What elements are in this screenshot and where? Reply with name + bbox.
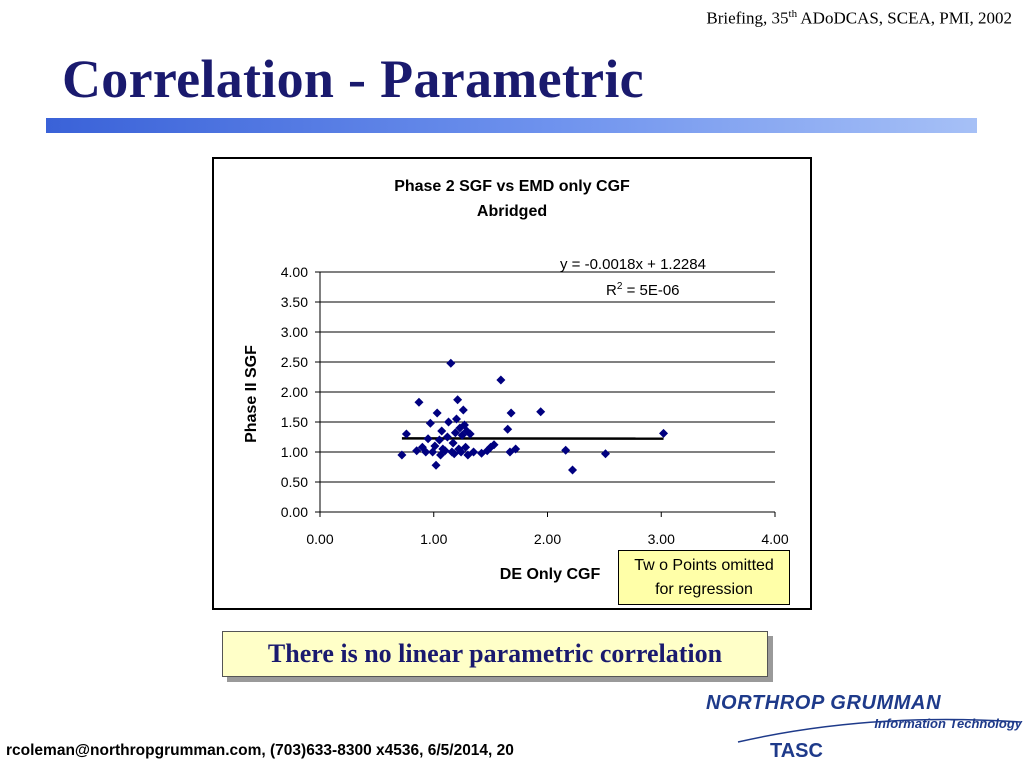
note-line1: Tw o Points omitted <box>634 557 774 574</box>
y-tick-label: 1.50 <box>281 414 308 430</box>
r-squared-exponent: 2 <box>617 281 623 292</box>
data-point <box>536 407 546 417</box>
data-point <box>456 447 466 457</box>
logo-company-name: NORTHROP GRUMMAN <box>706 692 942 714</box>
y-tick-label: 0.00 <box>281 504 308 520</box>
data-point <box>431 460 441 470</box>
data-point <box>412 446 422 456</box>
data-point <box>446 358 456 368</box>
data-point <box>442 432 452 442</box>
r-squared-letter: R <box>606 282 617 299</box>
data-point <box>496 375 506 385</box>
data-point <box>469 447 479 457</box>
y-tick-label: 2.50 <box>281 354 308 370</box>
x-tick-label: 0.00 <box>306 531 333 547</box>
data-point <box>503 424 513 434</box>
data-point <box>423 434 433 444</box>
gridlines <box>320 271 775 483</box>
trendline-equation: y = -0.0018x + 1.2284 <box>560 256 706 273</box>
data-point <box>452 414 461 424</box>
data-point <box>505 447 515 457</box>
data-point <box>434 435 444 445</box>
data-point <box>458 405 468 415</box>
scatter-chart-frame: Phase 2 SGF vs EMD only CGF Abridged 0.0… <box>212 157 812 610</box>
data-point <box>568 465 578 475</box>
y-tick-label: 0.50 <box>281 474 308 490</box>
footer-contact: rcoleman@northropgrumman.com, (703)633-8… <box>6 742 514 759</box>
data-point <box>444 417 454 427</box>
data-point <box>414 397 424 407</box>
x-tick-label: 1.00 <box>420 531 447 547</box>
x-tick-label: 3.00 <box>648 531 675 547</box>
conclusion-callout: There is no linear parametric correlatio… <box>222 631 768 677</box>
x-tick-label: 4.00 <box>761 531 788 547</box>
logo-division: Information Technology <box>874 716 1022 731</box>
data-point <box>659 428 669 438</box>
briefing-header: Briefing, 35th ADoDCAS, SCEA, PMI, 2002 <box>706 8 1012 29</box>
data-point <box>511 444 521 454</box>
data-points <box>397 358 669 475</box>
briefing-superscript: th <box>788 8 798 20</box>
y-tick-label: 2.00 <box>281 384 308 400</box>
data-point <box>561 445 571 455</box>
briefing-suffix: ADoDCAS, SCEA, PMI, 2002 <box>797 8 1012 28</box>
y-tick-labels: 0.00 0.50 1.00 1.50 2.00 2.50 3.00 3.50 4.00 <box>281 264 308 520</box>
r-squared-value: = 5E-06 <box>622 282 679 299</box>
data-point <box>432 408 442 418</box>
briefing-prefix: Briefing, 35 <box>706 8 789 28</box>
scatter-chart: Phase 2 SGF vs EMD only CGF Abridged 0.0… <box>243 178 789 583</box>
y-tick-label: 3.50 <box>281 294 308 310</box>
omitted-points-note: Tw o Points omitted for regression <box>618 550 790 605</box>
slide-title: Correlation - Parametric <box>62 49 644 109</box>
data-point <box>465 429 475 439</box>
chart-title-line1: Phase 2 SGF vs EMD only CGF <box>394 178 630 195</box>
data-point <box>449 449 459 459</box>
logo-swoosh-icon <box>737 718 1021 743</box>
title-underline-bar <box>46 118 977 133</box>
y-tick-label: 1.00 <box>281 444 308 460</box>
x-axis-label: DE Only CGF <box>500 566 601 583</box>
axes <box>315 271 776 517</box>
data-point <box>440 446 450 456</box>
data-point <box>436 450 446 460</box>
data-point <box>430 441 440 451</box>
data-point <box>437 426 447 436</box>
data-point <box>425 418 435 428</box>
data-point <box>461 442 471 452</box>
data-point <box>450 428 460 438</box>
data-point <box>489 440 499 450</box>
data-point <box>601 449 611 459</box>
logo-tasc: TASC <box>770 740 823 762</box>
x-tick-labels: 0.00 1.00 2.00 3.00 4.00 <box>306 531 788 547</box>
data-point <box>506 408 516 418</box>
y-axis-label: Phase II SGF <box>243 345 260 443</box>
data-point <box>421 447 431 457</box>
data-point <box>401 429 411 439</box>
chart-title-line2: Abridged <box>477 203 547 220</box>
y-tick-label: 3.00 <box>281 324 308 340</box>
x-tick-label: 2.00 <box>534 531 561 547</box>
data-point <box>448 438 458 448</box>
r-squared-annotation: R2 = 5E-06 <box>606 281 680 299</box>
data-point <box>453 395 463 405</box>
data-point <box>397 450 407 460</box>
y-tick-label: 4.00 <box>281 264 308 280</box>
note-line2: for regression <box>655 581 753 598</box>
